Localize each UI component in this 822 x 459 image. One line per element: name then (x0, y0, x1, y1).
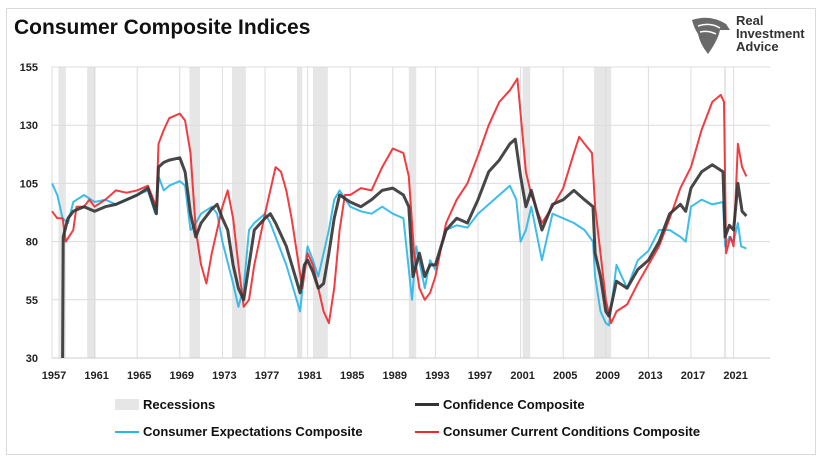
legend-label-recessions: Recessions (143, 397, 216, 412)
eagle-logo-icon (692, 17, 730, 54)
recession-band (87, 67, 96, 358)
legend-swatch-confidence (415, 403, 439, 406)
y-tick-label: 130 (20, 120, 38, 132)
legend-expectations: Consumer Expectations Composite (115, 424, 363, 439)
y-tick-label: 105 (20, 178, 38, 190)
legend-current: Consumer Current Conditions Composite (415, 424, 700, 439)
x-tick-label: 2017 (681, 370, 705, 382)
x-tick-label: 1973 (212, 370, 236, 382)
x-tick-label: 2009 (596, 370, 620, 382)
x-tick-label: 1993 (425, 370, 449, 382)
recession-band (296, 67, 303, 358)
legend-swatch-current (415, 430, 439, 433)
series-line-consumer-current-conditions-composite (51, 77, 748, 325)
y-tick-label: 155 (20, 62, 38, 74)
logo-line2: Investment (736, 26, 805, 41)
legend-recessions: Recessions (115, 397, 215, 412)
recession-band (408, 67, 417, 358)
recession-band (594, 67, 612, 358)
logo-line3: Advice (736, 39, 779, 54)
x-tick-label: 2005 (553, 370, 577, 382)
legend-swatch-expectations (115, 430, 139, 433)
y-tick-label: 80 (26, 237, 38, 249)
recession-band (231, 67, 246, 358)
series-line-consumer-expectations-composite (51, 175, 747, 327)
legend-label-confidence: Confidence Composite (443, 397, 585, 412)
x-tick-label: 2013 (638, 370, 662, 382)
x-tick-label: 1965 (127, 370, 151, 382)
x-tick-label: 1969 (170, 370, 194, 382)
legend-swatch-recessions (115, 399, 139, 410)
legend-label-expectations: Consumer Expectations Composite (143, 424, 363, 439)
chart-frame (6, 8, 816, 455)
recession-band (522, 67, 531, 358)
y-tick-label: 30 (26, 353, 38, 365)
x-tick-label: 1961 (84, 370, 108, 382)
x-tick-label: 1977 (255, 370, 279, 382)
x-tick-label: 1957 (42, 370, 66, 382)
x-tick-label: 2001 (510, 370, 534, 382)
x-tick-label: 2021 (723, 370, 747, 382)
legend-label-current: Consumer Current Conditions Composite (443, 424, 701, 439)
logo: Real Investment Advice (688, 14, 808, 58)
logo-line1: Real (736, 13, 764, 28)
series-line-confidence-composite (61, 137, 748, 359)
x-tick-label: 1997 (468, 370, 492, 382)
x-tick-label: 1985 (340, 370, 364, 382)
y-tick-label: 55 (26, 295, 38, 307)
x-tick-label: 1981 (297, 370, 321, 382)
x-tick-label: 1989 (383, 370, 407, 382)
legend-confidence: Confidence Composite (415, 397, 585, 412)
logo-text: Real Investment Advice (736, 14, 805, 53)
chart-title: Consumer Composite Indices (14, 16, 311, 39)
